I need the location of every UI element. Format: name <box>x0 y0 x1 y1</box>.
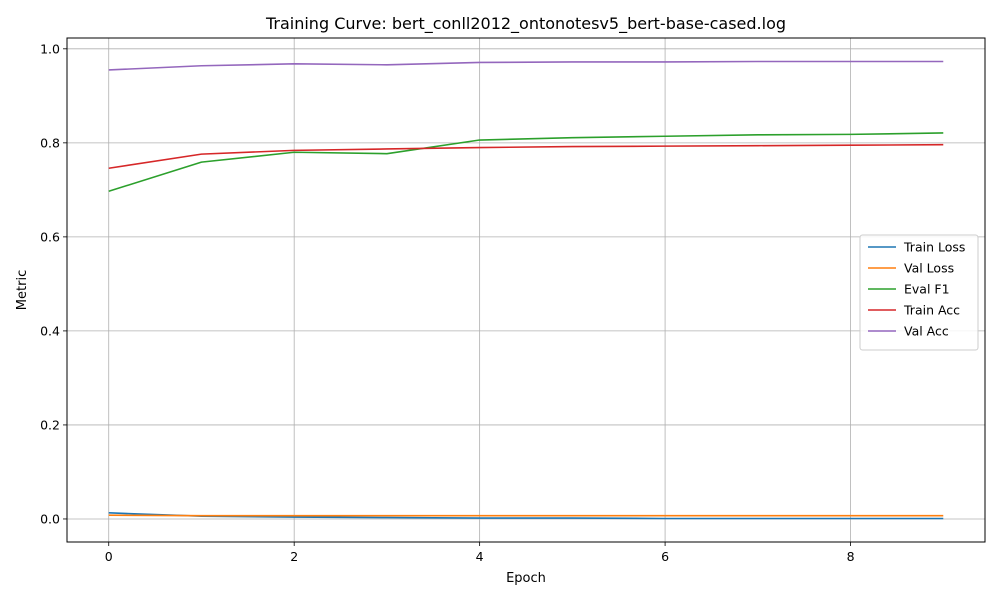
series-lines <box>108 60 944 520</box>
legend-label-train-loss: Train Loss <box>903 240 965 255</box>
x-tick-label: 2 <box>290 549 298 564</box>
series-line-val-acc <box>108 60 944 71</box>
legend-box <box>859 234 979 351</box>
legend-label-train-acc: Train Acc <box>903 303 960 318</box>
x-axis-label: Epoch <box>506 571 546 586</box>
y-tick-label: 0.0 <box>40 511 60 526</box>
x-axis-ticks: 0 2 4 6 8 <box>105 542 855 564</box>
legend-label-eval-f1: Eval F1 <box>904 282 950 297</box>
x-tick-label: 8 <box>847 549 855 564</box>
x-tick-label: 0 <box>105 549 113 564</box>
plot-frame <box>66 37 986 543</box>
y-tick-label: 0.6 <box>40 229 60 244</box>
y-tick-label: 0.8 <box>40 135 60 150</box>
series-line-train-loss <box>108 512 944 520</box>
y-axis-label: Metric <box>15 270 30 310</box>
series-line-train-acc <box>108 143 944 170</box>
y-axis-ticks: 0.0 0.2 0.4 0.6 0.8 1.0 <box>40 41 67 526</box>
chart-title: Training Curve: bert_conll2012_ontonotes… <box>265 14 786 34</box>
x-tick-label: 4 <box>476 549 484 564</box>
y-tick-label: 0.2 <box>40 417 60 432</box>
legend-label-val-loss: Val Loss <box>904 261 954 276</box>
grid <box>67 38 985 542</box>
series-line-eval-f1 <box>108 132 944 193</box>
x-tick-label: 6 <box>661 549 669 564</box>
y-tick-label: 1.0 <box>40 41 60 56</box>
y-tick-label: 0.4 <box>40 323 60 338</box>
legend: Train Loss Val Loss Eval F1 Train Acc Val Ac… <box>859 234 979 351</box>
legend-label-val-acc: Val Acc <box>904 324 949 339</box>
